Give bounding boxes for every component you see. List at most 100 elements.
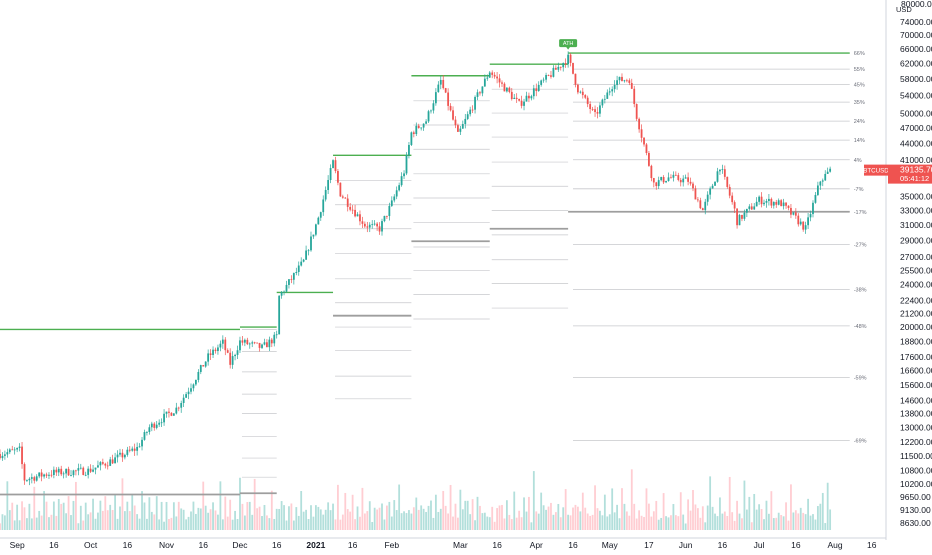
candle-body (363, 223, 366, 227)
candle-body (692, 183, 694, 189)
volume-bar (89, 512, 92, 530)
candle-body (104, 463, 107, 466)
volume-bar (816, 506, 819, 530)
candle-body (574, 73, 577, 85)
candle-body (302, 259, 305, 262)
candle-body (579, 91, 582, 93)
time-tick-label: Mar (453, 540, 468, 550)
candle-body (542, 79, 545, 81)
candle-body (268, 339, 271, 348)
volume-bar (780, 515, 783, 530)
volume-bar (1, 514, 4, 530)
candle-body (177, 407, 180, 409)
volume-bar (270, 490, 273, 530)
candle-body (493, 74, 496, 77)
volume-bar (824, 523, 827, 530)
volume-bar (160, 501, 163, 530)
candle-body (694, 188, 697, 200)
time-tick-label: 2021 (306, 540, 325, 550)
volume-bar (30, 518, 33, 530)
fib-level-label: 55% (854, 67, 865, 73)
volume-bar (28, 503, 31, 530)
price-tick-label: 47000.00 (900, 123, 932, 133)
candle-body (545, 75, 547, 80)
candle-body (513, 97, 516, 99)
volume-bar (618, 518, 621, 530)
time-tick-label: 16 (123, 540, 133, 550)
candle-body (765, 200, 768, 203)
volume-bar (202, 481, 205, 530)
candle-body (114, 457, 116, 464)
volume-bar (584, 507, 587, 530)
price-tick-label: 9130.00 (900, 505, 931, 515)
candle-body (33, 477, 36, 481)
fib-level-label: 14% (854, 138, 865, 144)
price-tick-label: 13800.00 (900, 409, 932, 419)
volume-bar (819, 503, 822, 530)
candle-body (371, 224, 374, 226)
volume-bar (11, 502, 14, 530)
volume-bar (513, 491, 516, 530)
volume-bar (62, 502, 65, 530)
volume-bar (579, 511, 582, 530)
candle-body (172, 413, 175, 416)
volume-bar (3, 515, 6, 530)
volume-bar (711, 506, 714, 530)
volume-bar (197, 507, 200, 530)
candle-body (599, 105, 601, 114)
volume-bar (716, 516, 719, 530)
time-axis[interactable]: Sep 16 Oct 16 Nov 16 Dec 16 2021 16 Feb Mar 16 Apr 16 M… (0, 537, 886, 550)
volume-bar (285, 520, 288, 530)
volume-bar (425, 511, 427, 530)
volume-bar (101, 510, 104, 530)
candle-body (660, 177, 663, 181)
candle-body (207, 353, 210, 362)
last-price-value: 39135.70 (900, 165, 932, 175)
volume-bar (552, 514, 555, 530)
candle-body (329, 168, 332, 181)
fib-level-label: -7% (854, 187, 864, 193)
volume-bar (457, 517, 459, 530)
time-tick-label: 16 (492, 540, 502, 550)
candle-body (258, 342, 261, 348)
volume-bar (40, 515, 43, 530)
candle-body (0, 453, 1, 459)
volume-bar (57, 498, 60, 530)
volume-bar (177, 501, 180, 530)
time-tick-label: Sep (10, 540, 25, 550)
volume-bar (43, 491, 45, 530)
volume-bar (75, 481, 77, 530)
price-axis[interactable]: 80000.00USD 74000.00 70000.00 66000.00 62000… (885, 0, 932, 540)
volume-bar (388, 501, 391, 530)
volume-bar (18, 520, 21, 530)
candle-body (94, 467, 97, 470)
volume-bar (723, 511, 726, 530)
volume-bar (246, 502, 249, 530)
candle-body (797, 215, 800, 225)
volume-bar (153, 514, 156, 530)
candle-body (273, 334, 276, 344)
volume-bar (807, 498, 809, 530)
volume-bar (427, 505, 430, 530)
candle-body (743, 212, 746, 219)
volume-bar (422, 508, 425, 530)
price-tick-label: 29000.00 (900, 235, 932, 245)
price-tick-label: 41000.00 (900, 155, 932, 165)
candle-body (792, 212, 795, 215)
volume-bar (172, 502, 175, 530)
volume-bar (540, 492, 543, 530)
price-tick-label: 74000.00 (900, 17, 932, 27)
candle-body (483, 78, 486, 87)
price-tick-label: 22400.00 (900, 296, 932, 306)
candle-body (640, 129, 643, 138)
volume-bar (677, 516, 680, 530)
volume-bar (532, 471, 535, 530)
volume-bar (682, 514, 685, 530)
volume-bar (689, 510, 692, 530)
fib-level-label: 45% (854, 83, 865, 89)
volume-bar (280, 501, 283, 530)
candle-body (648, 152, 650, 166)
time-tick-label: 16 (568, 540, 578, 550)
